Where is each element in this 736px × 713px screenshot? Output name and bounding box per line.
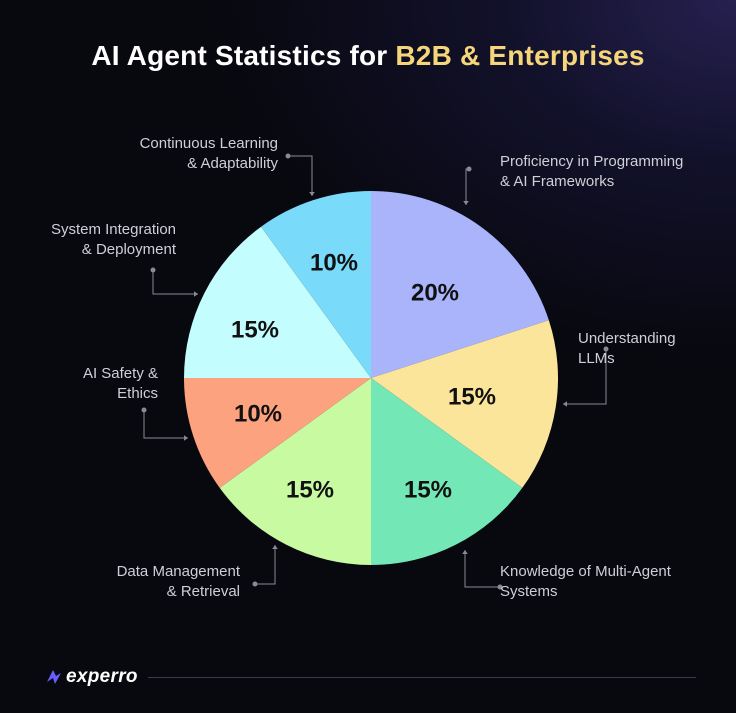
connector-arrow-llms [563,401,567,407]
connector-dot-data-management [252,581,258,587]
connector-multi-agent [464,550,500,588]
pie-slice-llms [371,320,559,488]
connector-system-integration [152,270,198,295]
connector-arrow-ai-safety [184,435,188,441]
percent-label-data-management: 15% [286,476,334,503]
label-data-management: Data Management & Retrieval [116,563,240,600]
brand-name: experro [66,666,138,687]
pie-slice-programming [371,191,549,378]
connector-dot-multi-agent [497,584,503,590]
pie-slice-ai-safety [184,378,371,488]
percent-label-llms: 15% [448,383,496,410]
title-highlight: B2B & Enterprises [395,40,645,71]
chart-title: AI Agent Statistics for B2B & Enterprise… [0,40,736,72]
connector-ai-safety [143,410,188,439]
pie-slice-continuous-learning [261,191,371,378]
percent-label-multi-agent: 15% [404,476,452,503]
connector-llms [563,349,607,405]
label-multi-agent: Knowledge of Multi-Agent Systems [500,563,671,600]
percent-label-ai-safety: 10% [234,400,282,427]
footer-logo: experro [44,665,138,689]
label-llms: Understanding LLMs [578,330,676,367]
connector-data-management [255,545,276,585]
pie-slices [184,191,559,565]
experro-logo-icon [47,670,61,684]
connector-arrow-data-management [272,545,278,549]
slice-percent-labels: 20% 15% 15% 15% 10% 15% 10% [231,249,496,503]
percent-label-programming: 20% [411,279,459,306]
label-ai-safety: AI Safety & Ethics [82,365,158,402]
connector-arrow-multi-agent [462,550,468,554]
connector-dot-llms [603,346,609,352]
percent-label-continuous-learning: 10% [310,249,358,276]
label-system-integration: System Integration & Deployment [50,221,176,258]
connector-dot-ai-safety [141,407,147,413]
connector-dot-system-integration [150,267,156,273]
connector-dot-programming [466,166,472,172]
connector-continuous-learning [288,155,313,196]
connector-programming [465,168,469,205]
title-prefix: AI Agent Statistics for [91,40,388,71]
label-continuous-learning: Continuous Learning & Adaptability [139,135,278,172]
connector-arrow-continuous-learning [309,192,315,196]
label-programming: Proficiency in Programming & AI Framewor… [500,153,684,190]
label-connectors [141,153,609,590]
percent-label-system-integration: 15% [231,316,279,343]
footer-divider [148,677,696,678]
connector-arrow-programming [463,201,469,205]
pie-slice-data-management [219,378,371,565]
pie-slice-system-integration [184,226,371,378]
connector-arrow-system-integration [194,291,198,297]
pie-slice-multi-agent [371,378,523,565]
connector-dot-continuous-learning [285,153,291,159]
